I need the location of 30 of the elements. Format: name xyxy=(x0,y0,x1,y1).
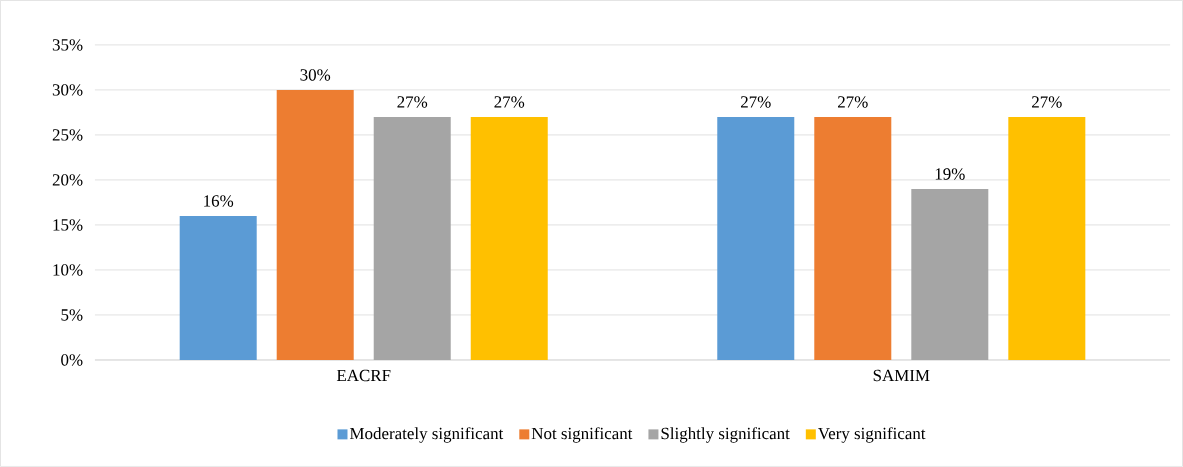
legend-label: Slightly significant xyxy=(661,427,790,443)
bar xyxy=(373,116,451,361)
y-tick-label: 35% xyxy=(52,39,83,51)
bar xyxy=(276,89,354,361)
bar xyxy=(470,116,548,361)
y-tick-label: 15% xyxy=(53,219,83,231)
y-tick-label: 10% xyxy=(53,264,83,276)
y-tick-label: 30% xyxy=(52,84,83,96)
legend-label: Not significant xyxy=(531,427,633,443)
y-tick-label: 0% xyxy=(61,354,83,366)
x-tick-label: EACRF xyxy=(336,369,391,382)
data-label: 19% xyxy=(935,168,965,180)
data-label: 27% xyxy=(741,96,771,108)
data-label: 30% xyxy=(300,69,331,81)
data-label: 16% xyxy=(204,195,234,207)
bar xyxy=(814,116,892,361)
x-tick-label: SAMIM xyxy=(873,369,930,382)
data-label: 27% xyxy=(1032,96,1062,108)
y-tick-label: 20% xyxy=(52,174,83,186)
bar xyxy=(911,188,989,361)
y-tick-label: 25% xyxy=(52,129,83,141)
bar xyxy=(1008,116,1086,361)
data-label: 27% xyxy=(397,96,428,108)
bar xyxy=(179,215,257,361)
data-label: 27% xyxy=(494,96,525,108)
data-label: 27% xyxy=(838,96,868,108)
legend-label: Moderately significant xyxy=(349,427,504,443)
legend-label: Very significant xyxy=(817,427,926,443)
y-tick-label: 5% xyxy=(61,309,83,321)
bar xyxy=(717,116,795,361)
